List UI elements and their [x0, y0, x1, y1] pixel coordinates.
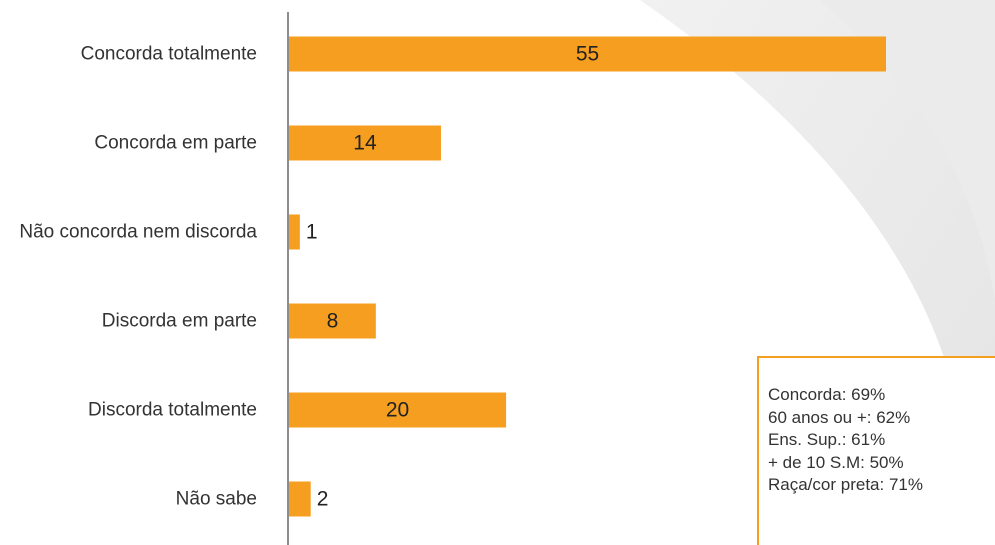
category-label-nao-sabe: Não sabe [176, 489, 257, 510]
value-label-discorda-em-parte: 8 [327, 310, 339, 333]
value-label-concorda-em-parte: 14 [353, 132, 377, 155]
note-line-concorda: Concorda: 69% [768, 385, 886, 404]
category-label-concorda-totalmente: Concorda totalmente [81, 44, 257, 65]
note-line-10-sm: + de 10 S.M: 50% [768, 452, 904, 472]
bar-nao-concorda-nem-discorda [289, 214, 300, 250]
value-label-nao-sabe: 2 [317, 488, 329, 511]
note-line-60-anos: 60 anos ou +: 62% [768, 407, 911, 427]
highlight-note-box: Concorda: 69% 60 anos ou +: 62% Ens. Sup… [757, 356, 995, 545]
value-label-concorda-totalmente: 55 [576, 43, 599, 66]
category-label-discorda-totalmente: Discorda totalmente [88, 400, 257, 421]
category-label-nao-concorda-nem-discorda: Não concorda nem discorda [19, 222, 257, 243]
category-label-discorda-em-parte: Discorda em parte [102, 311, 257, 332]
bar-nao-sabe [289, 481, 311, 517]
note-line-ens-sup: Ens. Sup.: 61% [768, 430, 886, 449]
bar-discorda-em-parte [289, 303, 376, 339]
bar-discorda-totalmente [289, 392, 507, 428]
bar-concorda-totalmente [289, 36, 886, 72]
value-label-nao-concorda-nem-discorda: 1 [306, 221, 318, 244]
value-label-discorda-totalmente: 20 [386, 399, 409, 422]
category-label-concorda-em-parte: Concorda em parte [94, 133, 257, 154]
note-line-raca-cor: Raça/cor preta: 71% [768, 475, 923, 494]
bars-group: Concorda totalmente 55 Concorda em parte 14… [19, 36, 886, 517]
bar-concorda-em-parte [289, 125, 441, 161]
